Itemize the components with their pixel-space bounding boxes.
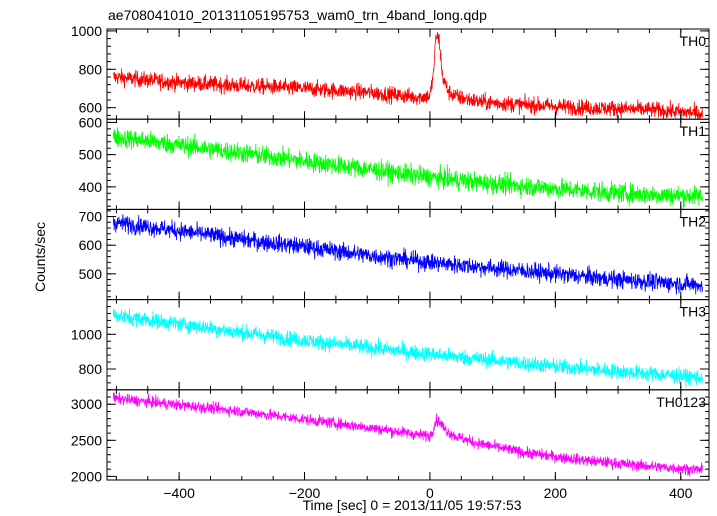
panel-frame <box>106 389 710 481</box>
panel-th2: 500 600 700 TH2 <box>79 209 710 301</box>
y-tick-label: 1000 <box>71 326 102 342</box>
x-axis: −400 −200 0 200 400 <box>163 485 692 501</box>
y-tick-label: 800 <box>79 361 103 377</box>
panels-layer: 600 800 1000 TH0 400 500 600 TH1 500 600 700 TH2 800… <box>71 23 710 484</box>
y-tick-label: 800 <box>79 61 103 77</box>
series-th3 <box>112 308 703 389</box>
y-tick-label: 700 <box>79 209 103 225</box>
x-tick-label: 400 <box>669 485 693 501</box>
x-axis-title: Time [sec] 0 = 2013/11/05 19:57:53 <box>302 497 521 513</box>
y-tick-label: 500 <box>79 266 103 282</box>
series-th0 <box>112 32 703 120</box>
panel-label-th0: TH0 <box>680 33 707 49</box>
panel-th0123: 2000 2500 3000 TH0123 <box>71 389 710 484</box>
panel-label-th0123: TH0123 <box>656 394 706 410</box>
y-tick-label: 600 <box>79 237 103 253</box>
y-tick-label: 2000 <box>71 468 102 484</box>
x-tick-label: 200 <box>544 485 568 501</box>
x-tick-label: 0 <box>426 485 434 501</box>
x-tick-label: −200 <box>289 485 321 501</box>
series-th2 <box>112 214 703 295</box>
chart-title: ae708041010_20131105195753_wam0_trn_4ban… <box>108 7 487 23</box>
series-th0123 <box>112 392 703 477</box>
y-tick-label: 600 <box>79 100 103 116</box>
y-axis-title: Counts/sec <box>32 222 48 292</box>
y-tick-label: 3000 <box>71 396 102 412</box>
y-tick-label: 2500 <box>71 432 102 448</box>
y-tick-label: 500 <box>79 147 103 163</box>
panel-label-th3: TH3 <box>680 304 707 320</box>
panel-label-th1: TH1 <box>680 123 707 139</box>
y-tick-label: 600 <box>79 114 103 130</box>
panel-th0: 600 800 1000 TH0 <box>71 23 710 120</box>
x-tick-label: −400 <box>163 485 195 501</box>
panel-th3: 800 1000 TH3 <box>71 299 710 391</box>
y-tick-label: 400 <box>79 179 103 195</box>
series-th1 <box>112 127 703 210</box>
panel-label-th2: TH2 <box>680 213 707 229</box>
panel-frame <box>106 28 710 120</box>
y-tick-label: 1000 <box>71 23 102 39</box>
panel-th1: 400 500 600 TH1 <box>79 114 710 210</box>
